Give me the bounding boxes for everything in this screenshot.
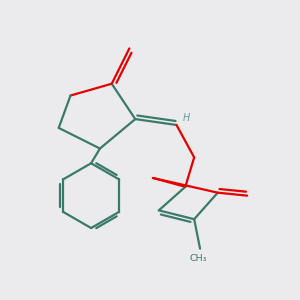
Text: CH₃: CH₃ — [190, 254, 207, 263]
Text: H: H — [183, 112, 190, 123]
